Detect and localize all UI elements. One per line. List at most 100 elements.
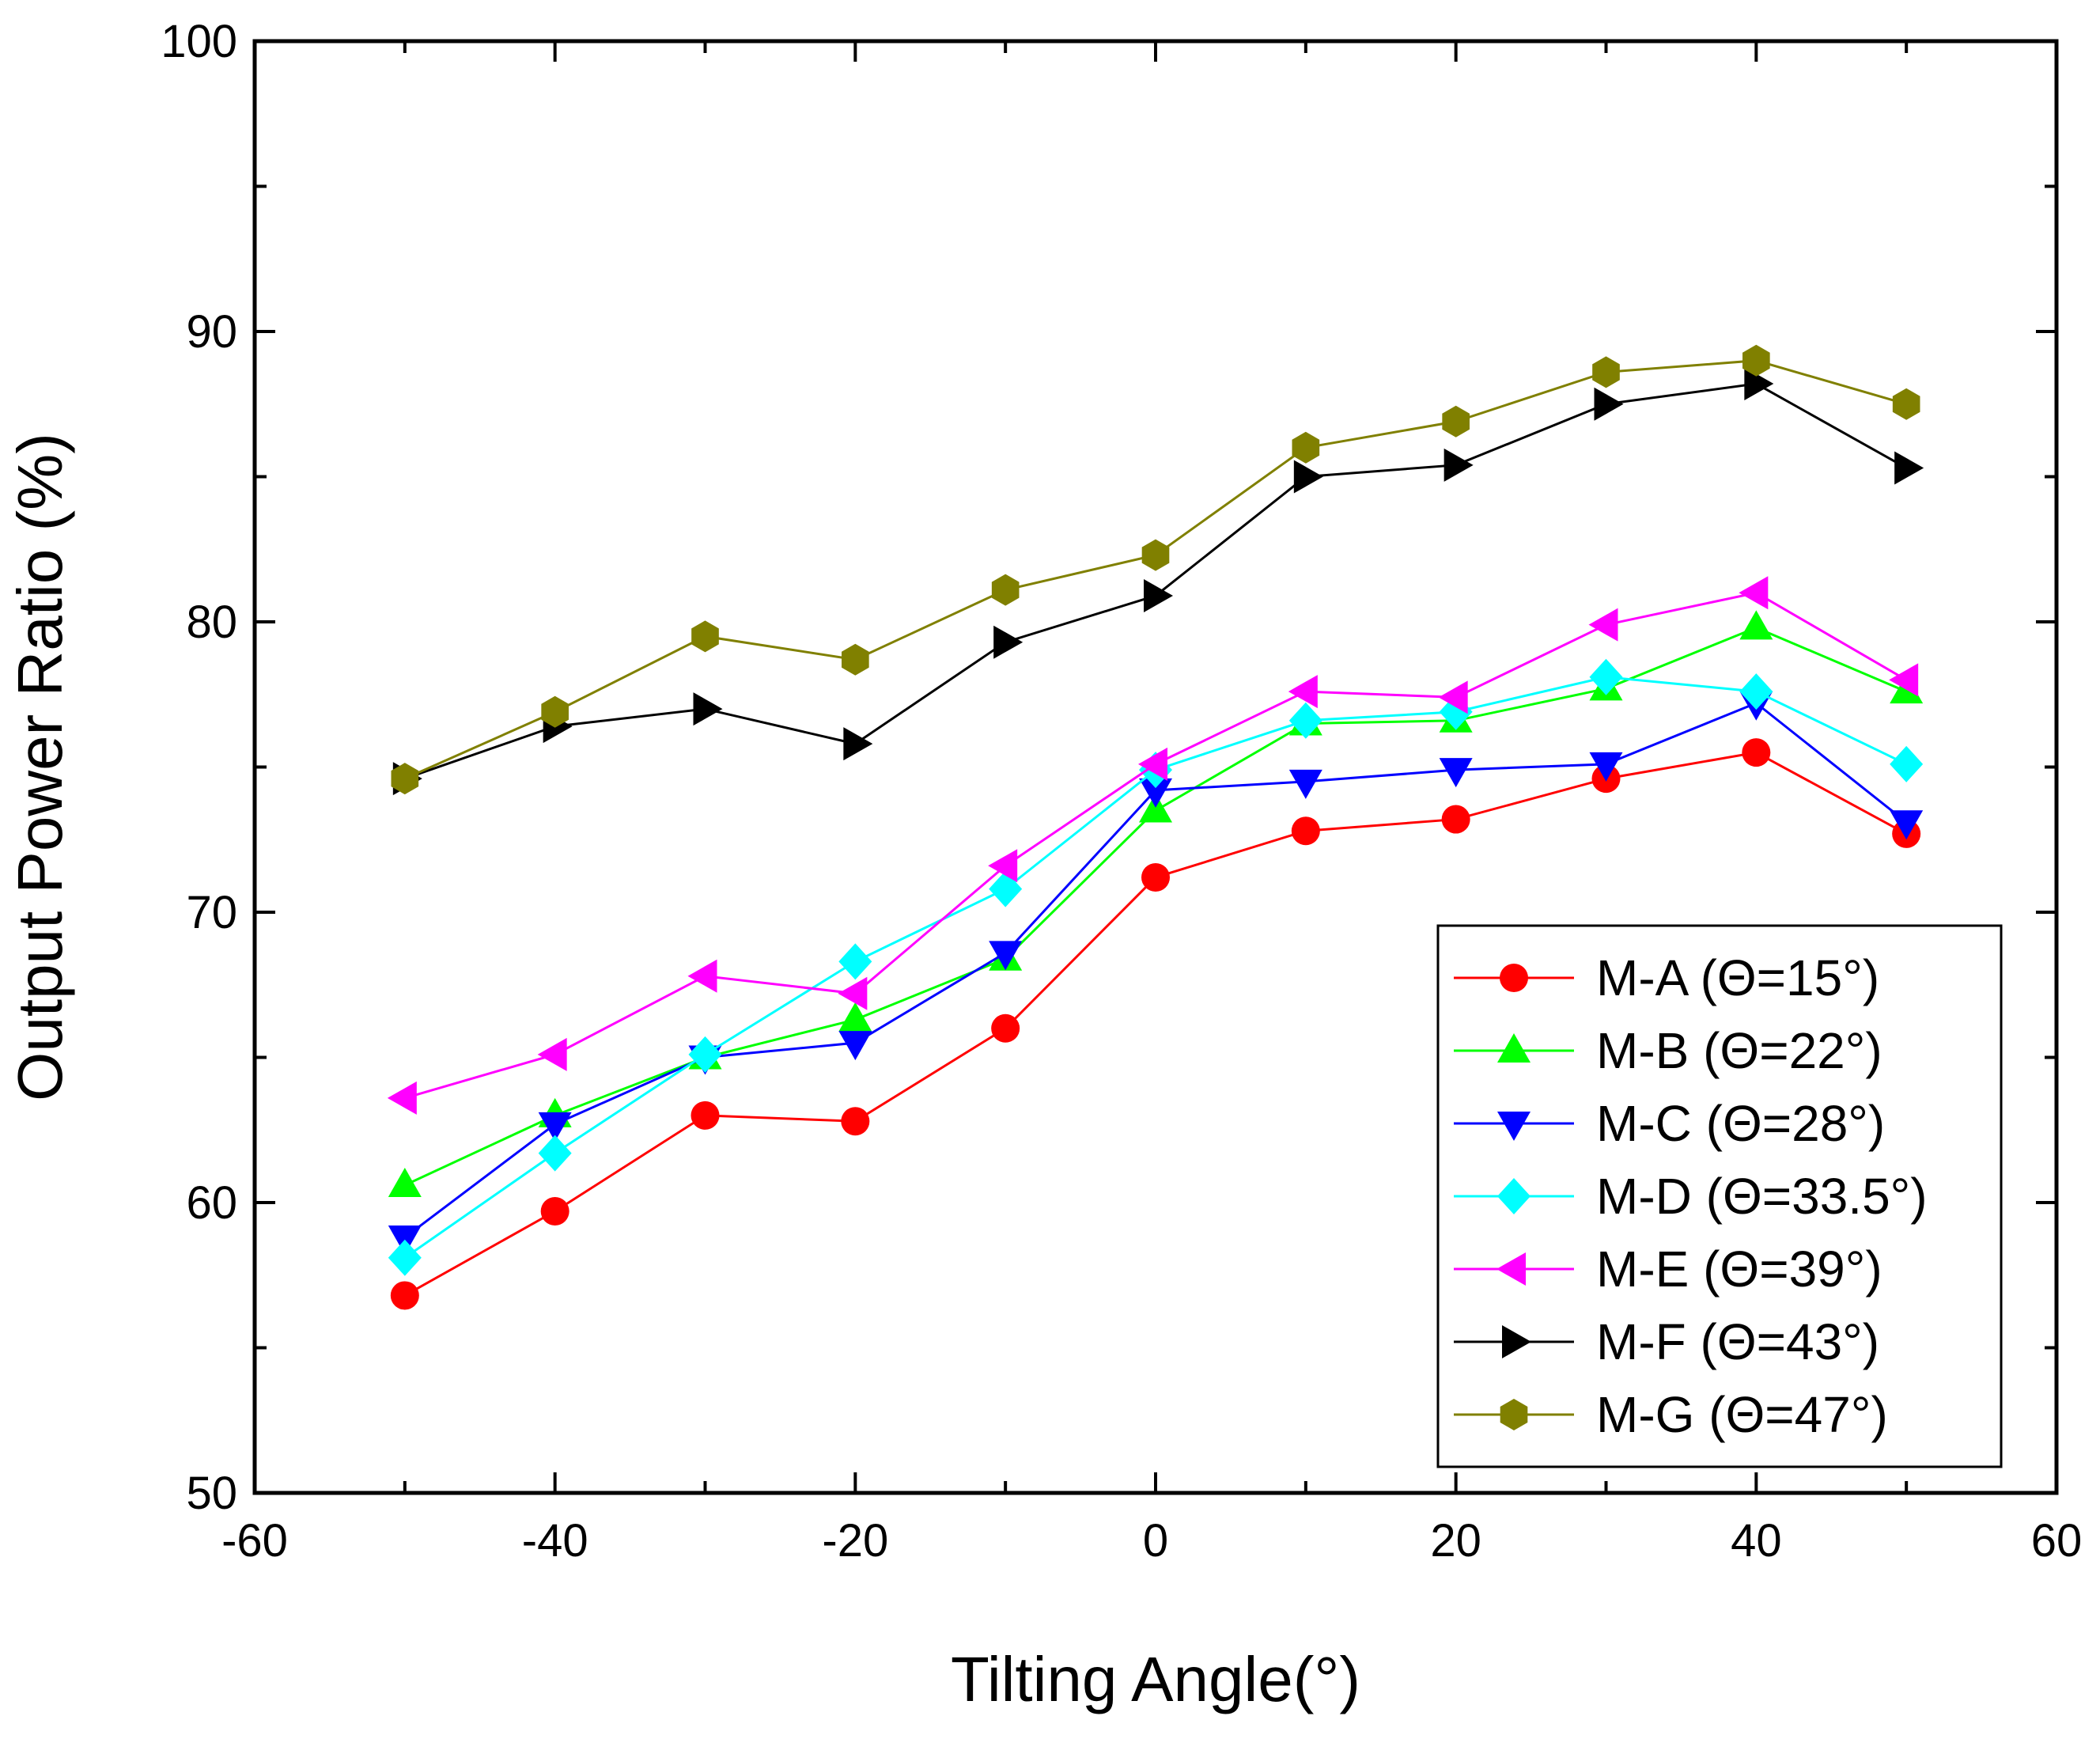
legend-label: M-F (Θ=43°) — [1596, 1313, 1879, 1370]
legend-marker — [1497, 1178, 1531, 1214]
legend-entry: M-F (Θ=43°) — [1454, 1313, 1879, 1370]
data-point — [1442, 405, 1470, 438]
data-point — [1141, 539, 1170, 571]
series-6 — [392, 367, 1924, 796]
data-point — [1139, 778, 1172, 808]
data-point — [1744, 367, 1774, 401]
data-point — [541, 695, 569, 728]
legend-marker — [1502, 1325, 1531, 1358]
y-tick-label: 100 — [161, 16, 237, 67]
data-point — [1138, 747, 1167, 781]
data-point — [1589, 658, 1623, 695]
data-point — [838, 1002, 872, 1032]
data-point — [540, 1197, 569, 1226]
data-point — [687, 959, 717, 993]
tick-labels: 50 60 70 80 90 100 -60 -40 -20 0 20 40 60 — [161, 16, 2082, 1566]
x-axis-title: Tilting Angle(°) — [951, 1644, 1360, 1714]
data-point — [1439, 758, 1473, 788]
data-point — [1594, 387, 1624, 421]
data-point — [388, 1239, 422, 1276]
data-point — [388, 1167, 422, 1197]
data-point — [1144, 578, 1173, 612]
data-point — [1291, 816, 1320, 846]
data-point — [838, 1031, 872, 1061]
data-point — [1441, 805, 1470, 834]
x-tick-label: 40 — [1731, 1515, 1782, 1566]
x-tick-label: -60 — [221, 1515, 288, 1566]
data-point — [1288, 702, 1322, 739]
legend-marker — [1500, 964, 1528, 992]
y-tick-label: 50 — [186, 1468, 237, 1519]
y-tick-label: 60 — [186, 1177, 237, 1229]
legend-entry: M-D (Θ=33.5°) — [1454, 1168, 1928, 1225]
data-point — [1292, 431, 1320, 464]
data-point — [391, 763, 419, 795]
data-point — [1742, 344, 1770, 377]
data-point — [842, 643, 869, 676]
legend-marker — [1497, 1112, 1531, 1141]
data-point — [988, 849, 1018, 883]
data-point — [1139, 793, 1172, 823]
series-1 — [390, 738, 1921, 1310]
series-7 — [391, 344, 1920, 795]
legend: M-A (Θ=15°) M-B (Θ=22°) M-C (Θ=28°) M-D (Θ=… — [1436, 924, 2003, 1468]
data-point — [1293, 460, 1323, 494]
legend-entry: M-G (Θ=47°) — [1454, 1386, 1888, 1443]
series-layer — [387, 344, 1924, 1310]
x-tick-label: 20 — [1430, 1515, 1481, 1566]
data-point — [1890, 810, 1924, 840]
data-point — [843, 727, 873, 761]
data-point — [1288, 769, 1322, 799]
data-point — [691, 620, 719, 653]
data-point — [390, 1281, 419, 1310]
data-point — [991, 574, 1020, 606]
data-point — [1288, 675, 1318, 709]
y-tick-label: 80 — [186, 597, 237, 648]
data-point — [1890, 745, 1924, 782]
legend-label: M-G (Θ=47°) — [1596, 1386, 1888, 1443]
data-point — [691, 1101, 720, 1130]
data-point — [538, 1112, 572, 1142]
legend-marker — [1500, 1399, 1528, 1430]
data-point — [1894, 451, 1924, 485]
legend-label: M-A (Θ=15°) — [1596, 949, 1879, 1006]
data-point — [1444, 448, 1474, 482]
legend-entry: M-A (Θ=15°) — [1454, 949, 1879, 1006]
x-tick-label: 60 — [2031, 1515, 2083, 1566]
data-point — [838, 976, 868, 1010]
data-point — [538, 1135, 572, 1172]
data-point — [693, 692, 723, 726]
plot-area-frame — [252, 39, 2059, 1495]
data-point — [993, 625, 1024, 659]
y-axis-title: Output Power Ratio (%) — [5, 433, 75, 1101]
data-point — [989, 941, 1023, 971]
data-point — [838, 943, 872, 980]
legend-label: M-E (Θ=39°) — [1596, 1241, 1882, 1298]
data-point — [387, 1081, 417, 1115]
legend-entry: M-C (Θ=28°) — [1454, 1095, 1885, 1152]
series-5 — [387, 576, 1919, 1115]
legend-label: M-C (Θ=28°) — [1596, 1095, 1885, 1152]
data-point — [991, 1013, 1020, 1043]
data-point — [1739, 673, 1773, 710]
legend-marker — [1497, 1033, 1531, 1063]
data-point — [1739, 610, 1773, 640]
series-3 — [388, 691, 1924, 1256]
y-tick-label: 70 — [186, 887, 237, 938]
data-point — [1889, 663, 1919, 697]
data-point — [1438, 680, 1468, 714]
x-tick-label: -20 — [822, 1515, 888, 1566]
data-point — [537, 1037, 567, 1071]
data-point — [1589, 752, 1623, 782]
data-point — [688, 1036, 722, 1073]
legend-entry: M-E (Θ=39°) — [1454, 1241, 1882, 1298]
data-point — [1592, 356, 1620, 388]
x-tick-label: 0 — [1143, 1515, 1168, 1566]
legend-entries: M-A (Θ=15°) M-B (Θ=22°) M-C (Θ=28°) M-D (Θ=… — [1454, 949, 1928, 1443]
data-point — [1141, 862, 1170, 892]
data-point — [1588, 608, 1618, 642]
data-point — [1892, 388, 1920, 420]
data-point — [1742, 738, 1771, 767]
